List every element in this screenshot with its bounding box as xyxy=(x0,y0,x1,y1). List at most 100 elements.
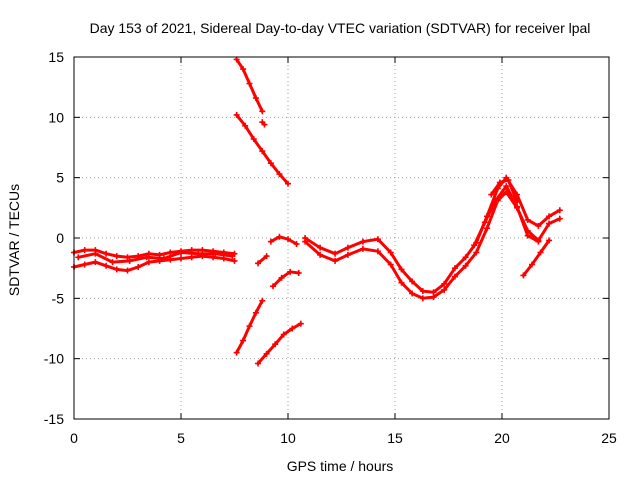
data-point-marker xyxy=(546,213,553,220)
x-tick-label: 0 xyxy=(70,430,78,446)
series-seg-c xyxy=(259,119,268,128)
series-hump xyxy=(267,233,300,248)
data-point-marker xyxy=(451,273,458,280)
data-point-marker xyxy=(398,279,405,286)
data-point-marker xyxy=(255,260,262,267)
y-tick-label: 0 xyxy=(56,230,64,246)
data-point-marker xyxy=(430,294,437,301)
x-tick-label: 5 xyxy=(177,430,185,446)
data-point-marker xyxy=(441,286,448,293)
x-tick-label: 25 xyxy=(601,430,617,446)
data-point-marker xyxy=(374,248,381,255)
data-point-marker xyxy=(302,238,309,245)
data-point-marker xyxy=(535,238,542,245)
data-point-marker xyxy=(546,237,553,244)
series-line xyxy=(72,248,236,259)
data-point-marker xyxy=(524,232,531,239)
data-point-marker xyxy=(546,220,553,227)
data-point-marker xyxy=(537,249,544,256)
data-point-marker xyxy=(276,171,283,178)
data-point-marker xyxy=(178,249,184,256)
series-line xyxy=(521,238,551,277)
data-point-marker xyxy=(344,244,351,251)
data-point-marker xyxy=(419,295,426,302)
data-point-marker xyxy=(287,268,294,275)
series-branch-c xyxy=(520,237,553,279)
data-point-marker xyxy=(233,349,240,356)
data-point-marker xyxy=(143,254,150,261)
series-arc-lower xyxy=(233,297,266,356)
data-point-marker xyxy=(259,148,266,155)
series-seg-b xyxy=(270,268,302,290)
data-point-marker xyxy=(295,269,302,276)
data-point-marker xyxy=(231,257,238,264)
data-point-marker xyxy=(409,290,416,297)
data-point-marker xyxy=(520,272,527,279)
data-point-marker xyxy=(293,241,300,248)
data-point-marker xyxy=(212,250,219,257)
series-line xyxy=(72,254,236,273)
data-point-marker xyxy=(261,121,268,128)
data-point-marker xyxy=(145,259,152,266)
data-point-marker xyxy=(92,250,99,257)
data-point-marker xyxy=(496,179,503,186)
data-point-marker xyxy=(124,254,131,261)
data-point-marker xyxy=(556,215,563,222)
y-tick-label: -15 xyxy=(44,411,64,427)
data-point-marker xyxy=(528,261,535,268)
data-point-marker xyxy=(441,280,448,287)
data-point-marker xyxy=(246,323,253,330)
data-point-marker xyxy=(255,360,262,367)
data-point-marker xyxy=(289,325,296,332)
series-seg-a xyxy=(255,253,270,267)
data-point-marker xyxy=(81,261,88,268)
x-tick-label: 15 xyxy=(387,430,403,446)
data-point-marker xyxy=(124,267,131,274)
data-point-marker xyxy=(387,261,394,268)
data-point-marker xyxy=(178,255,184,262)
data-point-marker xyxy=(246,80,253,87)
data-points xyxy=(71,56,563,367)
series-line xyxy=(269,235,299,246)
y-tick-label: -5 xyxy=(52,290,65,306)
data-point-marker xyxy=(280,331,287,338)
data-point-marker xyxy=(462,254,469,261)
x-tick-label: 10 xyxy=(280,430,296,446)
data-point-marker xyxy=(109,259,116,266)
data-point-marker xyxy=(252,95,259,102)
data-point-marker xyxy=(297,320,304,327)
series-branch-b xyxy=(488,177,520,205)
data-point-marker xyxy=(167,249,174,256)
data-point-marker xyxy=(409,278,416,285)
data-point-marker xyxy=(240,337,247,344)
axis-ticks: 0 5 10 15 20 25 -15 -10 -5 0 5 10 15 xyxy=(44,49,617,446)
series-branch-a xyxy=(471,183,542,249)
grid xyxy=(74,57,609,419)
data-point-marker xyxy=(270,283,277,290)
data-point-marker xyxy=(492,197,499,204)
data-point-marker xyxy=(126,257,133,264)
series-arc-mid xyxy=(233,111,291,187)
series-main-lower xyxy=(302,189,563,302)
series-arc-upper xyxy=(233,56,266,115)
series-line xyxy=(271,270,301,288)
data-point-marker xyxy=(398,266,405,273)
y-axis-label: SDTVAR / TECUs xyxy=(6,184,22,296)
x-axis-label: GPS time / hours xyxy=(287,458,394,474)
data-point-marker xyxy=(103,262,110,269)
data-point-marker xyxy=(92,259,99,266)
data-point-marker xyxy=(113,253,120,260)
data-point-marker xyxy=(276,233,283,240)
data-point-marker xyxy=(535,222,542,229)
data-point-marker xyxy=(471,242,478,249)
data-point-marker xyxy=(233,111,240,118)
data-point-marker xyxy=(332,257,339,264)
data-point-marker xyxy=(113,266,120,273)
data-point-marker xyxy=(524,216,531,223)
data-point-marker xyxy=(242,122,249,129)
data-point-marker xyxy=(267,160,274,167)
data-point-marker xyxy=(285,180,291,187)
data-point-marker xyxy=(419,288,426,295)
data-point-marker xyxy=(359,238,366,245)
